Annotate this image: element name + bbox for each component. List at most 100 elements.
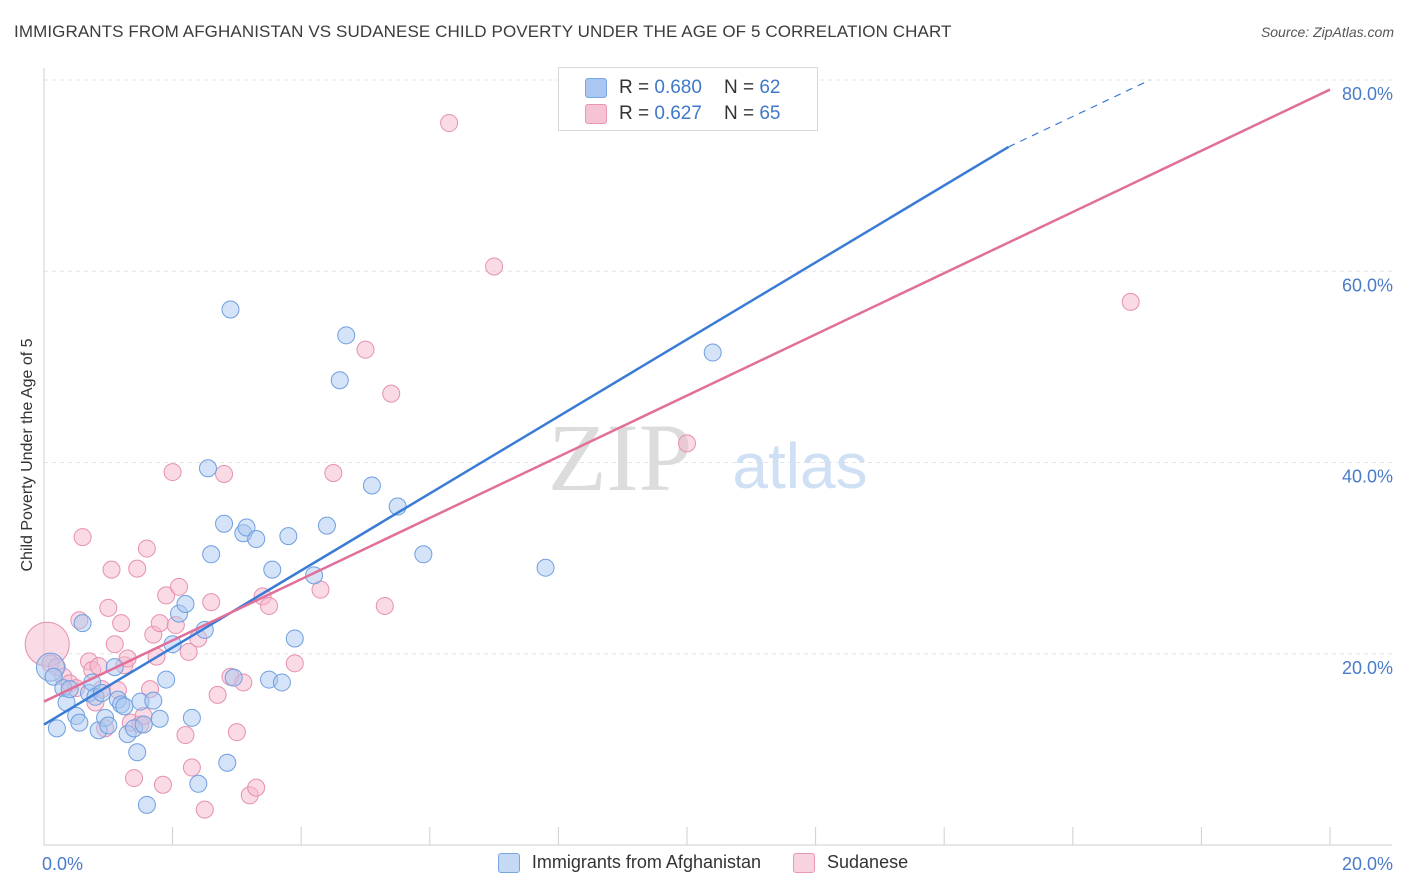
data-point [150,614,169,633]
series-legend: Immigrants from Afghanistan Sudanese [0,852,1406,873]
data-point [317,516,336,535]
trend-extension-afghanistan [1008,79,1151,148]
data-point [170,577,189,596]
data-point [375,596,394,615]
data-point [144,691,163,710]
legend-swatch-blue [585,78,607,98]
data-point [195,800,214,819]
data-point [260,596,279,615]
legend-item-sudanese[interactable]: Sudanese [793,852,908,873]
data-point [703,343,722,362]
x-tick-label: 0.0% [42,854,83,874]
data-point [678,434,696,453]
data-point [73,528,92,547]
x-tick-label: 20.0% [1342,854,1393,874]
data-point [414,545,433,564]
legend-r-label: R = [619,103,650,124]
legend-label-afghanistan: Immigrants from Afghanistan [531,852,762,872]
data-point [285,629,304,648]
data-point [247,530,266,548]
data-point [137,539,156,558]
data-point [202,593,221,612]
data-point [99,598,118,617]
data-point [1121,292,1140,311]
data-point [125,769,144,788]
data-point [179,642,198,661]
data-point [157,670,176,689]
data-point [202,545,221,564]
data-point [440,114,459,133]
data-point [362,476,381,495]
legend-n-label: N = [723,103,755,124]
legend-r-value: 0.680 [654,77,702,98]
data-point [47,719,66,738]
legend-swatch-pink [793,852,816,873]
data-point [536,558,555,577]
data-point [218,753,237,772]
data-point [163,463,182,482]
data-point [221,300,240,319]
y-tick-label: 60.0% [1342,275,1393,295]
chart-title: IMMIGRANTS FROM AFGHANISTAN VS SUDANESE … [14,22,952,41]
source-label: Source: ZipAtlas.com [1260,24,1394,40]
watermark-atlas: atlas [732,430,867,502]
y-tick-label: 20.0% [1342,658,1393,678]
legend-item-afghanistan[interactable]: Immigrants from Afghanistan [497,852,762,873]
data-point [102,560,121,579]
axes [43,68,1392,846]
data-point [263,560,282,579]
data-point [134,715,153,734]
y-tick-label: 40.0% [1342,467,1393,487]
data-point [272,673,291,692]
trend-line-afghanistan [43,145,1010,726]
data-point [330,371,349,390]
data-point [150,709,169,728]
legend-swatch-pink [585,104,607,124]
data-point [73,614,92,633]
data-point [237,518,256,537]
data-point [182,708,201,727]
data-point [382,384,401,403]
y-tick-label: 80.0% [1342,84,1393,104]
legend-label-sudanese: Sudanese [827,852,909,872]
data-point [128,559,147,578]
data-point [198,459,217,478]
legend-swatch-blue [497,852,520,873]
data-point [324,464,343,483]
legend-n-label: N = [723,77,755,98]
data-point [285,654,304,673]
trend-lines [43,79,1331,726]
legend-row-afghanistan: R = 0.680 N = 62 [585,75,780,101]
data-point [176,726,195,745]
data-point [157,586,176,605]
data-point [176,595,195,614]
data-point [137,795,156,814]
data-point [279,527,298,546]
data-point [105,635,124,654]
grid-lines [44,79,1392,655]
data-point [182,758,201,777]
data-point [215,464,234,483]
watermark-zip: ZIP [548,404,692,511]
data-point [99,716,118,735]
data-point [115,697,134,716]
legend-n-value: 62 [759,77,781,98]
data-point [189,774,208,793]
data-point [227,723,246,742]
legend-n-value: 65 [759,103,781,124]
tick-labels: 20.0% 40.0% 60.0% 80.0% 0.0% 20.0% [42,84,1393,874]
data-point [485,257,504,276]
correlation-legend: R = 0.680 N = 62 R = 0.627 N = 65 [558,67,818,131]
legend-row-sudanese: R = 0.627 N = 65 [585,101,780,127]
trend-line-sudanese [43,88,1331,703]
data-point [44,667,63,686]
data-point [153,775,172,794]
legend-r-label: R = [619,77,650,98]
data-point [112,614,131,633]
legend-r-value: 0.627 [654,103,702,124]
data-point [356,340,375,359]
data-point [70,713,89,732]
data-point [224,668,243,687]
data-point [208,685,227,704]
